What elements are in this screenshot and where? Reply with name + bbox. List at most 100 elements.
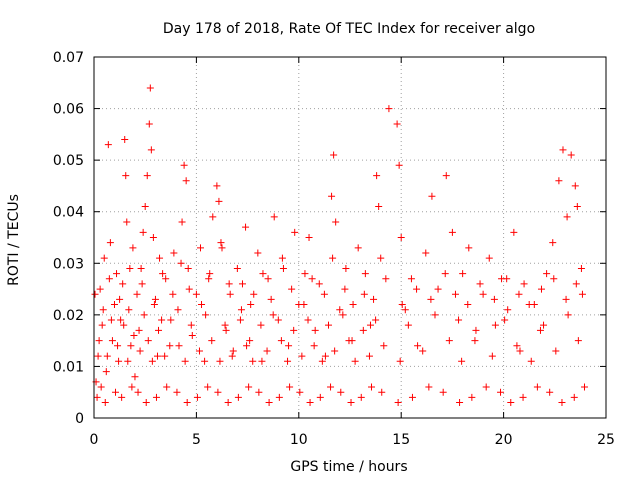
plot-frame — [93, 56, 607, 419]
data-point — [254, 249, 262, 257]
data-point — [257, 321, 265, 329]
data-point — [360, 290, 368, 298]
data-point — [320, 290, 328, 298]
data-point — [533, 383, 541, 391]
data-point — [434, 285, 442, 293]
data-point — [116, 295, 124, 303]
data-point — [265, 399, 273, 407]
data-point — [100, 254, 108, 262]
data-point — [134, 388, 142, 396]
data-point — [97, 383, 105, 391]
data-point — [98, 321, 106, 329]
data-point — [112, 388, 120, 396]
data-point — [120, 321, 128, 329]
data-point — [552, 347, 560, 355]
data-point — [117, 316, 125, 324]
data-point — [510, 228, 518, 236]
data-point — [501, 316, 509, 324]
y-tick-label: 0 — [75, 411, 84, 427]
data-point — [519, 393, 527, 401]
data-point — [451, 290, 459, 298]
data-point — [497, 388, 505, 396]
data-point — [315, 280, 323, 288]
data-point — [214, 388, 222, 396]
data-point — [99, 306, 107, 314]
data-point — [468, 393, 476, 401]
data-point — [166, 342, 174, 350]
data-point — [414, 342, 422, 350]
data-point — [148, 357, 156, 365]
data-point — [163, 383, 171, 391]
data-point — [204, 383, 212, 391]
data-point — [308, 275, 316, 283]
data-point — [215, 197, 223, 205]
data-point — [158, 316, 166, 324]
data-point — [368, 383, 376, 391]
data-point — [150, 301, 158, 309]
data-point — [459, 270, 467, 278]
data-point — [337, 388, 345, 396]
data-point — [151, 295, 159, 303]
data-point — [465, 244, 473, 252]
data-point — [290, 326, 298, 334]
y-tick-label: 0.05 — [53, 153, 84, 169]
data-point — [573, 203, 581, 211]
data-point — [140, 311, 148, 319]
data-point — [264, 275, 272, 283]
data-point — [464, 301, 472, 309]
data-point — [339, 311, 347, 319]
data-point — [94, 352, 102, 360]
data-point — [571, 182, 579, 190]
data-point — [378, 388, 386, 396]
data-point — [540, 321, 548, 329]
data-point — [224, 399, 232, 407]
data-point — [243, 342, 251, 350]
data-point — [135, 326, 143, 334]
y-tick-label: 0.06 — [53, 102, 84, 118]
data-point — [301, 270, 309, 278]
data-point — [342, 264, 350, 272]
data-point — [270, 213, 278, 221]
ticks-layer: 0 5 10 15 20 25 0 0.01 0.02 0.03 0.04 0.05 0.06 0.07 — [53, 50, 615, 448]
data-point — [516, 347, 524, 355]
data-point — [242, 223, 250, 231]
data-point — [345, 337, 353, 345]
data-point — [515, 290, 523, 298]
data-point — [267, 295, 275, 303]
data-point — [187, 321, 195, 329]
data-point — [155, 326, 163, 334]
data-point — [162, 275, 170, 283]
data-point — [153, 352, 161, 360]
data-point — [129, 244, 137, 252]
y-tick-label: 0.01 — [53, 359, 84, 375]
data-point — [275, 393, 283, 401]
data-point — [121, 136, 129, 144]
data-point — [139, 228, 147, 236]
data-point — [182, 177, 190, 185]
data-point — [578, 290, 586, 298]
data-point — [108, 337, 116, 345]
data-point — [209, 213, 217, 221]
data-point — [375, 203, 383, 211]
data-point — [564, 311, 572, 319]
data-point — [95, 337, 103, 345]
data-point — [349, 301, 357, 309]
data-point — [96, 285, 104, 293]
data-point — [370, 295, 378, 303]
data-point — [291, 228, 299, 236]
data-point — [555, 177, 563, 185]
data-point — [574, 337, 582, 345]
points-layer — [91, 84, 588, 407]
data-point — [206, 270, 214, 278]
data-point — [407, 275, 415, 283]
data-point — [101, 399, 109, 407]
data-point — [394, 399, 402, 407]
data-point — [306, 399, 314, 407]
y-axis-label: ROTI / TECUs — [6, 194, 22, 286]
data-point — [372, 316, 380, 324]
data-point — [246, 337, 254, 345]
data-point — [184, 264, 192, 272]
data-point — [216, 357, 224, 365]
x-axis-label: GPS time / hours — [290, 459, 407, 475]
data-point — [439, 388, 447, 396]
